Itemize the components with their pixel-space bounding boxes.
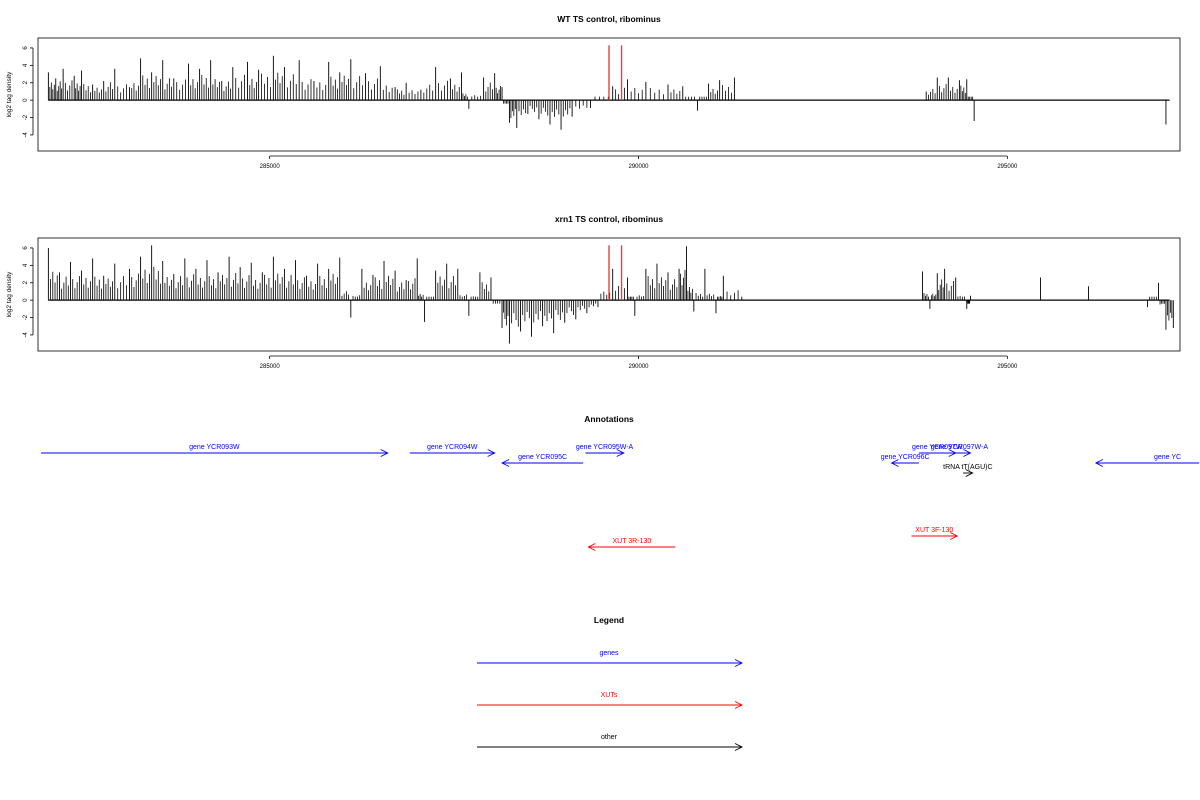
plot-frame	[37, 237, 1181, 352]
feature-genes: gene YCR094W	[409, 444, 496, 457]
feature-label: gene YCR097W-A	[931, 444, 989, 451]
y-tick-label: 6	[23, 46, 29, 50]
arrow-head	[734, 701, 744, 709]
y-tick-label: 0	[23, 98, 29, 102]
arrow-head	[890, 459, 899, 467]
x-tick-label: 290000	[628, 164, 649, 170]
feature-label: XUT 3F-130	[915, 527, 953, 534]
legend-label: genes	[599, 650, 619, 657]
feature-label: gene YCR095C	[518, 454, 567, 461]
y-tick-label: -4	[23, 132, 29, 138]
signal-panel-2: xrn1 TS control, ribominus -4 -2 0 2 4 6 log2 t…	[6, 214, 1181, 370]
arrow-head	[949, 532, 959, 540]
y-tick-label: 2	[23, 280, 29, 284]
y-axis-label: log2 tag density	[6, 71, 13, 117]
arrow-head	[734, 659, 744, 667]
feature-label: gene YCR096C	[881, 454, 930, 461]
feature-XUTs: XUT 3R-130	[587, 538, 676, 551]
arrow-head	[963, 449, 972, 457]
feature-XUTs: XUT 3F-130	[911, 527, 959, 540]
y-tick-label: -2	[23, 114, 29, 120]
legend-item-genes: genes	[477, 650, 744, 667]
y-tick-label: 6	[23, 246, 29, 250]
feature-genes: gene YCR097W-A	[931, 444, 989, 457]
feature-genes: gene YCR095C	[501, 454, 584, 467]
y-tick-label: 4	[23, 263, 29, 267]
x-tick-label: 295000	[997, 164, 1018, 170]
feature-label: tRNA tT(AGU)C	[943, 464, 992, 471]
arrow-head	[587, 543, 596, 551]
legend-item-xuts: XUTs	[477, 692, 744, 709]
y-tick-label: -2	[23, 314, 29, 320]
legend-label: XUTs	[601, 692, 618, 699]
arrow-head	[616, 449, 625, 457]
feature-genes: gene YC	[1094, 454, 1199, 467]
panel-title: WT TS control, ribominus	[557, 14, 661, 24]
arrow-head	[1094, 459, 1104, 467]
y-tick-label: 2	[23, 80, 29, 84]
y-axis-label: log2 tag density	[6, 271, 13, 317]
feature-genes: gene YCR093W	[41, 444, 389, 457]
feature-label: XUT 3R-130	[612, 538, 651, 545]
feature-label: gene YCR095W-A	[576, 444, 634, 451]
x-tick-label: 285000	[260, 164, 281, 170]
arrow-head	[965, 469, 974, 477]
arrow-head	[380, 449, 389, 457]
x-tick-label: 290000	[628, 364, 649, 370]
signal-panel-1: WT TS control, ribominus -4 -2 0 2 4 6 log2 tag…	[6, 14, 1181, 170]
feature-label: gene YC	[1154, 454, 1181, 461]
plot-frame	[37, 37, 1181, 152]
legend-item-other: other	[477, 734, 744, 751]
arrow-head	[487, 449, 496, 457]
feature-other: tRNA tT(AGU)C	[943, 464, 993, 477]
x-tick-label: 285000	[260, 364, 281, 370]
y-tick-label: -4	[23, 332, 29, 338]
legend-label: other	[601, 734, 618, 741]
feature-genes: gene YCR096C	[881, 454, 930, 467]
feature-label: gene YCR094W	[427, 444, 478, 451]
feature-genes: gene YCR095W-A	[576, 444, 634, 457]
legend-title: Legend	[594, 615, 624, 625]
x-tick-label: 295000	[997, 364, 1018, 370]
arrow-head	[501, 459, 510, 467]
panel-title: xrn1 TS control, ribominus	[555, 214, 663, 224]
annotations-title: Annotations	[584, 414, 634, 424]
y-tick-label: 4	[23, 63, 29, 67]
y-tick-label: 0	[23, 298, 29, 302]
arrow-head	[734, 743, 744, 751]
feature-label: gene YCR097W	[912, 444, 963, 451]
feature-label: gene YCR093W	[189, 444, 240, 451]
